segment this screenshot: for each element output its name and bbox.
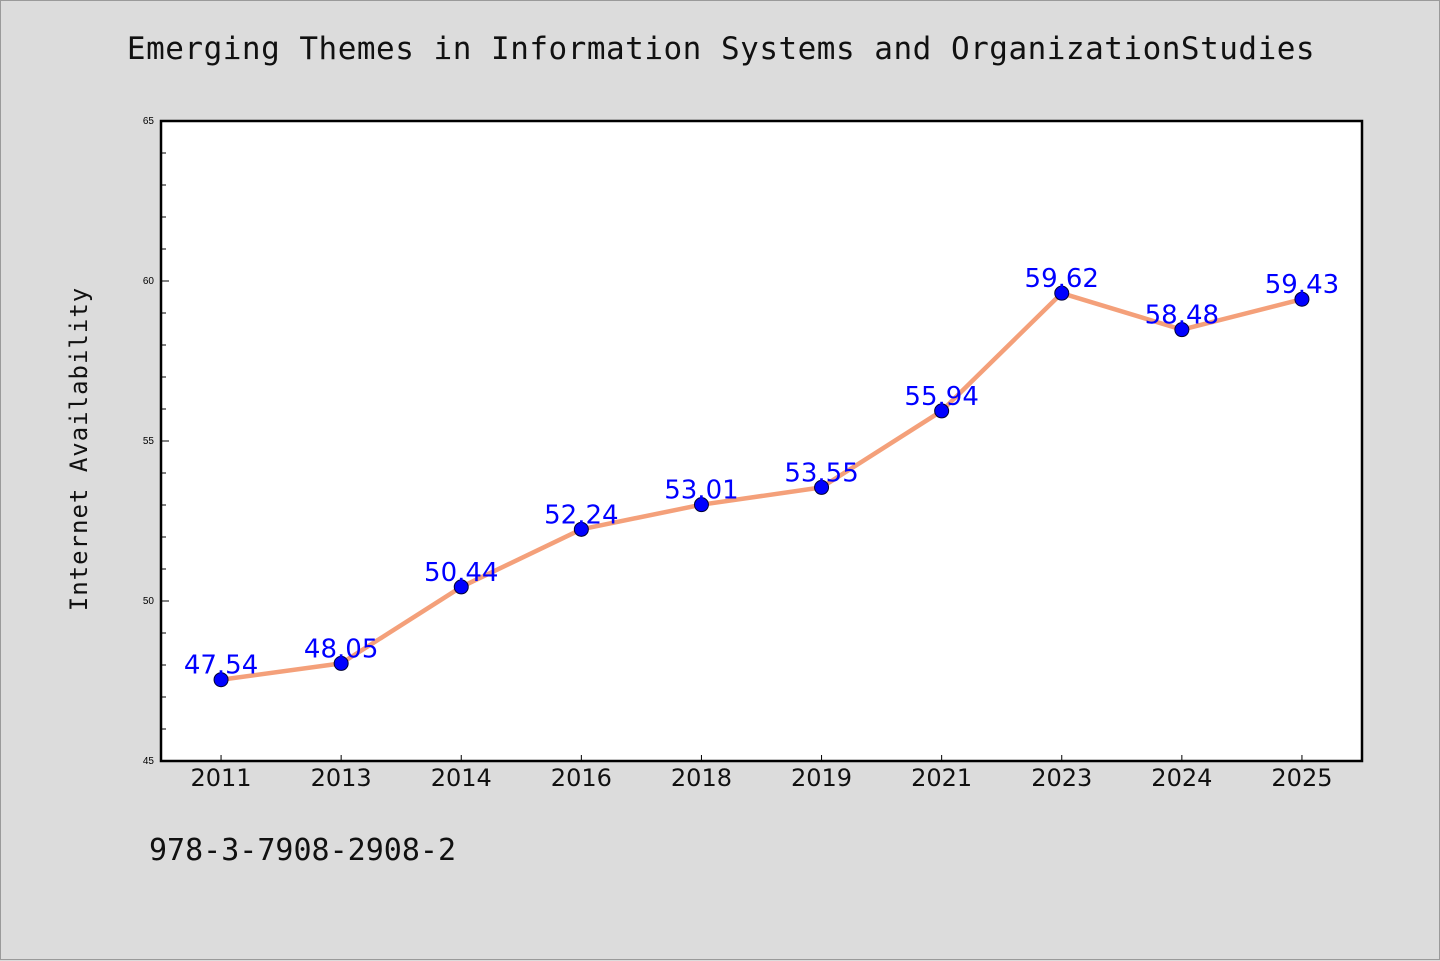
data-point (213, 672, 229, 688)
data-label: 53.55 (784, 458, 858, 488)
data-point (693, 497, 709, 513)
x-tick-label: 2019 (791, 764, 852, 792)
plot-area: 45 50 55 60 65 47.54 48.05 50.44 52.24 53.01 53.55… (143, 116, 1364, 792)
footnote-isbn: 978-3-7908-2908-2 (149, 833, 457, 868)
chart-title: Emerging Themes in Information Systems a… (126, 31, 1316, 67)
x-tick-label: 2018 (671, 764, 732, 792)
y-tick-label: 45 (143, 756, 155, 767)
y-tick-label: 65 (143, 116, 155, 127)
x-tick-label: 2016 (551, 764, 612, 792)
y-tick-label: 55 (143, 436, 155, 447)
y-tick-label: 60 (143, 276, 155, 287)
data-point (333, 655, 349, 671)
x-tick-label: 2011 (191, 764, 252, 792)
x-tick-label: 2024 (1151, 764, 1212, 792)
series-line (218, 290, 1305, 682)
x-tick-label: 2014 (431, 764, 492, 792)
data-label: 50.44 (424, 558, 498, 588)
data-label: 48.05 (304, 634, 378, 664)
x-tick-label: 2025 (1271, 764, 1332, 792)
y-axis-label: Internet Availability (65, 287, 93, 611)
y-tick-label: 50 (143, 596, 155, 607)
data-label: 59.62 (1025, 264, 1099, 294)
data-point (1294, 291, 1310, 307)
data-label: 59.43 (1265, 270, 1339, 300)
plot-background (161, 121, 1362, 761)
data-label: 47.54 (184, 651, 258, 681)
x-tick-label: 2013 (311, 764, 372, 792)
data-label: 58.48 (1145, 301, 1219, 331)
data-point (934, 403, 950, 419)
x-tick-label: 2021 (911, 764, 972, 792)
data-point (453, 579, 469, 595)
data-point (1054, 285, 1070, 301)
data-point (573, 521, 589, 537)
data-label: 52.24 (544, 500, 618, 530)
data-point (1174, 322, 1190, 338)
data-label: 55.94 (904, 382, 978, 412)
data-point (814, 479, 830, 495)
data-label: 53.01 (664, 476, 738, 506)
x-tick-label: 2023 (1031, 764, 1092, 792)
plot-border (159, 119, 1364, 763)
